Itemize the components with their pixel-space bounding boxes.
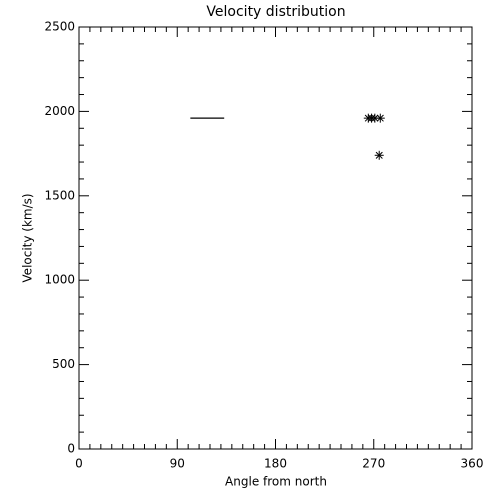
y-tick-label: 500 bbox=[52, 357, 75, 371]
asterisk-stroke bbox=[371, 114, 379, 122]
y-tick-label: 2500 bbox=[44, 20, 75, 34]
x-tick-label: 180 bbox=[264, 457, 287, 471]
asterisk-stroke bbox=[376, 114, 384, 122]
asterisk-point bbox=[374, 150, 384, 160]
asterisk-stroke bbox=[375, 151, 383, 159]
y-tick-label: 1500 bbox=[44, 188, 75, 202]
y-tick-label: 0 bbox=[67, 442, 75, 456]
x-tick-label: 90 bbox=[170, 457, 185, 471]
x-tick-label: 360 bbox=[461, 457, 484, 471]
asterisk-point bbox=[375, 113, 385, 123]
y-tick-label: 1000 bbox=[44, 273, 75, 287]
x-tick-label: 0 bbox=[75, 457, 83, 471]
x-tick-label: 270 bbox=[362, 457, 385, 471]
y-tick-label: 2000 bbox=[44, 104, 75, 118]
x-axis-label: Angle from north bbox=[225, 475, 327, 489]
chart-title: Velocity distribution bbox=[206, 4, 345, 20]
y-axis-label: Velocity (km/s) bbox=[21, 193, 35, 282]
